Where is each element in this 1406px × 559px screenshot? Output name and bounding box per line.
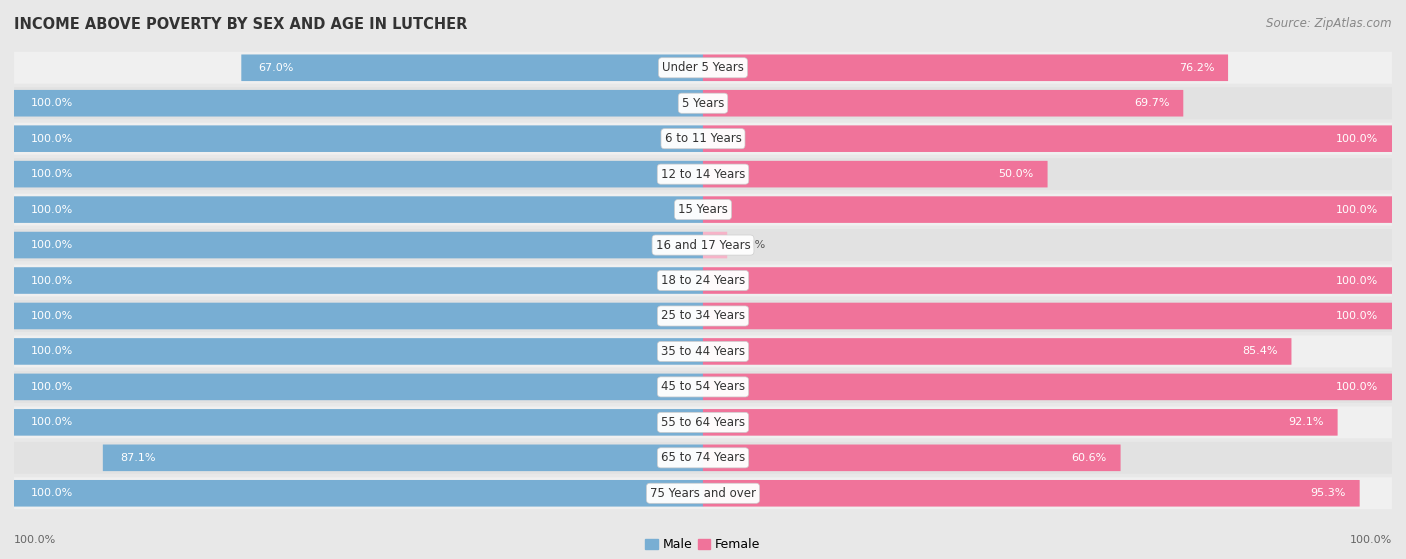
FancyBboxPatch shape [242, 54, 703, 81]
Text: 100.0%: 100.0% [31, 418, 73, 428]
Text: 69.7%: 69.7% [1133, 98, 1170, 108]
Text: INCOME ABOVE POVERTY BY SEX AND AGE IN LUTCHER: INCOME ABOVE POVERTY BY SEX AND AGE IN L… [14, 17, 467, 32]
FancyBboxPatch shape [703, 54, 1227, 81]
FancyBboxPatch shape [14, 335, 1392, 367]
FancyBboxPatch shape [14, 193, 1392, 226]
Text: 35 to 44 Years: 35 to 44 Years [661, 345, 745, 358]
Text: 100.0%: 100.0% [1350, 535, 1392, 545]
FancyBboxPatch shape [14, 480, 703, 506]
FancyBboxPatch shape [703, 90, 1184, 116]
FancyBboxPatch shape [703, 302, 1392, 329]
Text: 100.0%: 100.0% [31, 276, 73, 286]
Text: 16 and 17 Years: 16 and 17 Years [655, 239, 751, 252]
Text: 92.1%: 92.1% [1288, 418, 1323, 428]
Text: 100.0%: 100.0% [1336, 382, 1378, 392]
FancyBboxPatch shape [14, 158, 1392, 190]
Text: 100.0%: 100.0% [31, 134, 73, 144]
Text: 100.0%: 100.0% [1336, 205, 1378, 215]
Text: 65 to 74 Years: 65 to 74 Years [661, 451, 745, 465]
Text: 100.0%: 100.0% [31, 311, 73, 321]
Text: 50.0%: 50.0% [998, 169, 1033, 179]
Text: 75 Years and over: 75 Years and over [650, 487, 756, 500]
Text: 60.6%: 60.6% [1071, 453, 1107, 463]
FancyBboxPatch shape [14, 161, 703, 187]
FancyBboxPatch shape [703, 444, 1121, 471]
FancyBboxPatch shape [14, 406, 1392, 438]
Text: 100.0%: 100.0% [31, 205, 73, 215]
FancyBboxPatch shape [14, 371, 1392, 403]
Text: 76.2%: 76.2% [1178, 63, 1215, 73]
FancyBboxPatch shape [14, 232, 703, 258]
FancyBboxPatch shape [14, 90, 703, 116]
Text: 45 to 54 Years: 45 to 54 Years [661, 380, 745, 394]
Text: 18 to 24 Years: 18 to 24 Years [661, 274, 745, 287]
Text: 12 to 14 Years: 12 to 14 Years [661, 168, 745, 181]
Text: 100.0%: 100.0% [31, 98, 73, 108]
Text: 5 Years: 5 Years [682, 97, 724, 110]
Text: 0.0%: 0.0% [738, 240, 766, 250]
FancyBboxPatch shape [14, 338, 703, 364]
FancyBboxPatch shape [703, 125, 1392, 152]
FancyBboxPatch shape [14, 300, 1392, 332]
FancyBboxPatch shape [103, 444, 703, 471]
Text: 15 Years: 15 Years [678, 203, 728, 216]
FancyBboxPatch shape [14, 409, 703, 435]
Text: 100.0%: 100.0% [1336, 276, 1378, 286]
FancyBboxPatch shape [703, 232, 727, 258]
FancyBboxPatch shape [14, 52, 1392, 84]
Text: 100.0%: 100.0% [31, 488, 73, 498]
Text: 100.0%: 100.0% [14, 535, 56, 545]
Text: 100.0%: 100.0% [31, 169, 73, 179]
FancyBboxPatch shape [14, 267, 703, 294]
FancyBboxPatch shape [703, 338, 1292, 364]
FancyBboxPatch shape [14, 477, 1392, 509]
FancyBboxPatch shape [14, 229, 1392, 261]
FancyBboxPatch shape [703, 161, 1047, 187]
Text: 100.0%: 100.0% [1336, 134, 1378, 144]
Text: Under 5 Years: Under 5 Years [662, 61, 744, 74]
Text: Source: ZipAtlas.com: Source: ZipAtlas.com [1267, 17, 1392, 30]
FancyBboxPatch shape [703, 196, 1392, 223]
FancyBboxPatch shape [14, 264, 1392, 296]
Text: 100.0%: 100.0% [31, 240, 73, 250]
FancyBboxPatch shape [14, 125, 703, 152]
Text: 85.4%: 85.4% [1241, 347, 1278, 357]
Text: 6 to 11 Years: 6 to 11 Years [665, 132, 741, 145]
FancyBboxPatch shape [14, 196, 703, 223]
Text: 67.0%: 67.0% [259, 63, 294, 73]
Text: 25 to 34 Years: 25 to 34 Years [661, 310, 745, 323]
Legend: Male, Female: Male, Female [641, 533, 765, 556]
FancyBboxPatch shape [14, 373, 703, 400]
Text: 100.0%: 100.0% [31, 382, 73, 392]
FancyBboxPatch shape [14, 87, 1392, 119]
FancyBboxPatch shape [14, 123, 1392, 155]
FancyBboxPatch shape [703, 373, 1392, 400]
Text: 95.3%: 95.3% [1310, 488, 1346, 498]
FancyBboxPatch shape [703, 267, 1392, 294]
FancyBboxPatch shape [14, 442, 1392, 474]
Text: 100.0%: 100.0% [1336, 311, 1378, 321]
Text: 87.1%: 87.1% [120, 453, 156, 463]
FancyBboxPatch shape [703, 480, 1360, 506]
Text: 100.0%: 100.0% [31, 347, 73, 357]
FancyBboxPatch shape [703, 409, 1337, 435]
FancyBboxPatch shape [14, 302, 703, 329]
Text: 55 to 64 Years: 55 to 64 Years [661, 416, 745, 429]
